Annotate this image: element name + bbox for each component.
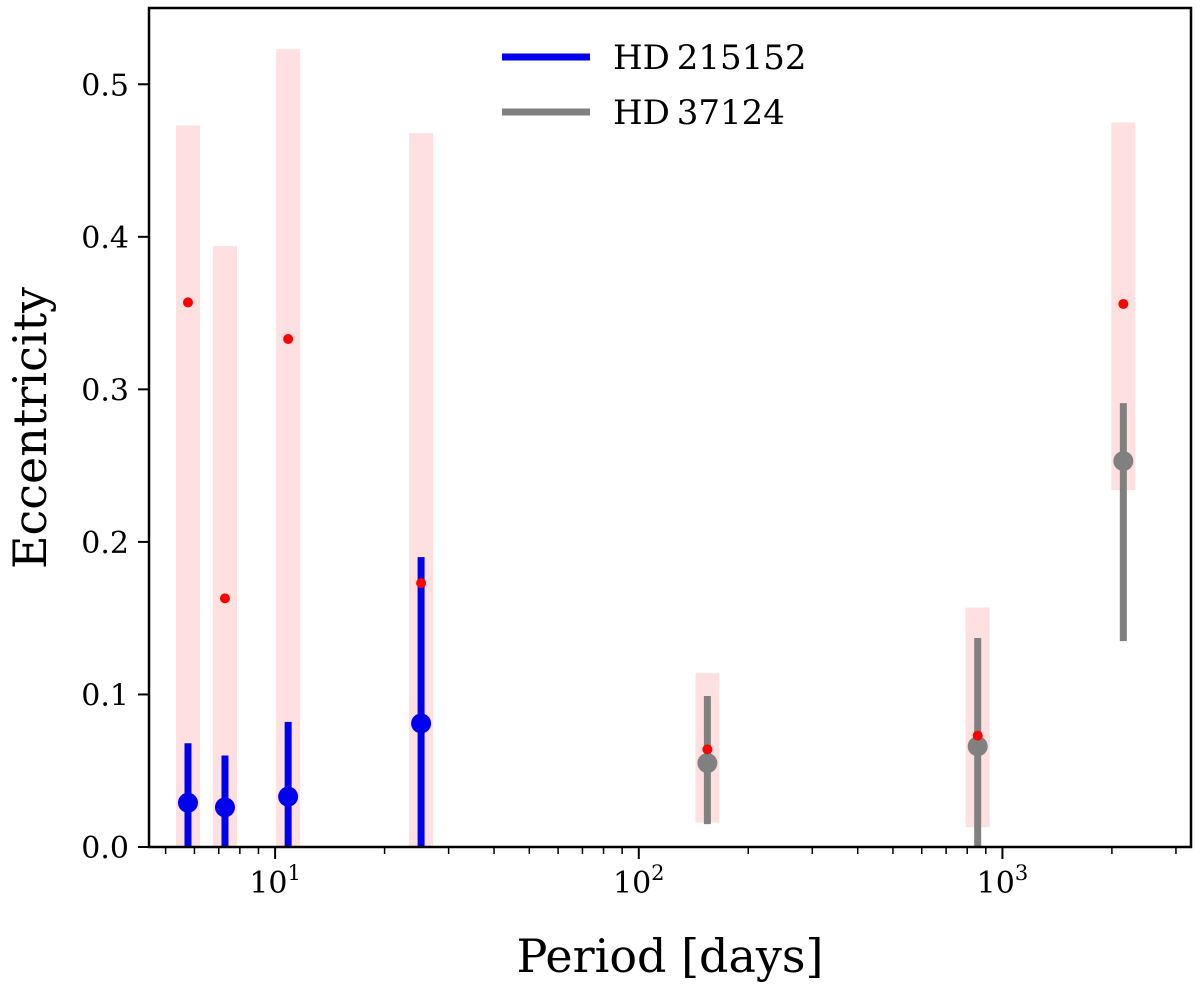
predicted-band-2 xyxy=(276,49,301,848)
predicted-point-6 xyxy=(1118,298,1129,309)
x-tick-label-0: 101 xyxy=(249,861,301,901)
y-tick-label-5: 0.5 xyxy=(81,68,129,103)
y-tick-label-0: 0.0 xyxy=(81,831,129,866)
legend-label-hd37124: HD 37124 xyxy=(613,93,785,133)
y-tick-label-4: 0.4 xyxy=(81,221,129,256)
x-tick-label-2: 103 xyxy=(977,861,1029,901)
predicted-point-2 xyxy=(283,334,294,345)
data-point-s0-2 xyxy=(278,786,299,807)
predicted-band-0 xyxy=(175,125,200,847)
data-point-s0-1 xyxy=(214,797,235,818)
predicted-point-0 xyxy=(182,297,193,308)
legend-label-hd215152: HD 215152 xyxy=(613,38,807,78)
predicted-range-bands xyxy=(175,49,1136,848)
data-point-s0-3 xyxy=(411,713,432,734)
predicted-band-1 xyxy=(212,245,237,848)
y-tick-label-3: 0.3 xyxy=(81,373,129,408)
data-point-s1-1 xyxy=(967,736,988,757)
predicted-point-5 xyxy=(972,730,983,741)
data-point-s1-0 xyxy=(697,753,718,774)
y-axis-title: Eccentricity xyxy=(3,287,57,569)
predicted-point-4 xyxy=(702,744,713,755)
predicted-point-3 xyxy=(416,578,427,589)
legend: HD 215152 HD 37124 xyxy=(502,38,807,133)
measured-points xyxy=(177,451,1134,818)
plot-frame xyxy=(147,6,1193,849)
y-axis-ticks: 0.0 0.1 0.2 0.3 0.4 0.5 xyxy=(81,68,149,866)
x-axis-title: Period [days] xyxy=(517,929,824,983)
data-point-s0-0 xyxy=(177,792,198,813)
y-tick-label-2: 0.2 xyxy=(81,526,129,561)
y-tick-label-1: 0.1 xyxy=(81,678,129,713)
predicted-point-1 xyxy=(219,593,230,604)
data-point-s1-2 xyxy=(1113,451,1134,472)
x-axis-ticks: 101 102 103 xyxy=(164,847,1177,901)
x-tick-label-1: 102 xyxy=(613,861,665,901)
predicted-points xyxy=(182,297,1129,755)
measured-error-bars xyxy=(184,403,1127,847)
